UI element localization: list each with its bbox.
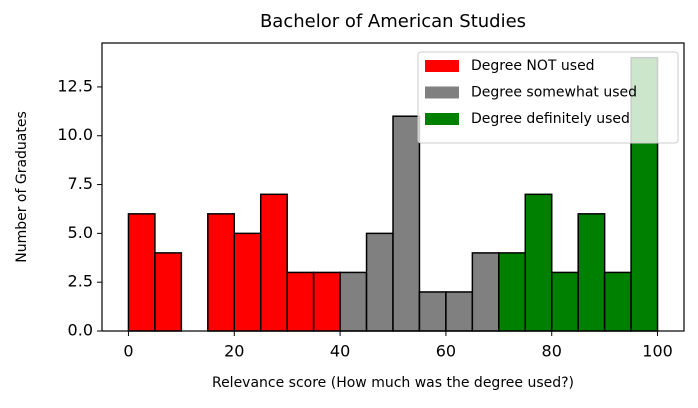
- bar: [471, 252, 500, 332]
- y-axis-label: Number of Graduates: [14, 111, 30, 263]
- x-tick-label: 60: [436, 342, 456, 361]
- plot-frame: [101, 42, 685, 332]
- legend-swatch: [425, 60, 459, 72]
- legend-label: Degree definitely used: [471, 111, 630, 127]
- bar: [339, 271, 368, 332]
- bar: [550, 271, 579, 332]
- y-tick-label: 7.5: [68, 174, 93, 193]
- bar: [577, 213, 606, 332]
- bar: [365, 232, 394, 332]
- x-tick-label: 0: [123, 342, 133, 361]
- x-tick-label: 40: [330, 342, 350, 361]
- bar: [524, 193, 553, 332]
- bar: [498, 252, 527, 332]
- bar: [603, 271, 632, 332]
- bar: [207, 213, 236, 332]
- y-tick-label: 0.0: [68, 321, 93, 340]
- bar: [233, 232, 262, 332]
- bar: [392, 115, 421, 332]
- x-axis-label: Relevance score (How much was the degree…: [212, 375, 574, 391]
- legend-swatch: [425, 86, 459, 99]
- legend-swatch: [425, 113, 459, 125]
- bar: [259, 193, 288, 332]
- bar: [445, 291, 474, 332]
- y-tick-label: 10.0: [57, 125, 93, 144]
- legend-label: Degree somewhat used: [471, 85, 637, 101]
- y-tick-label: 2.5: [68, 272, 93, 291]
- bar: [127, 213, 156, 332]
- bar: [418, 291, 447, 332]
- bar: [312, 271, 341, 332]
- chart-title: Bachelor of American Studies: [260, 11, 526, 32]
- y-tick-label: 5.0: [68, 223, 93, 242]
- y-tick-label: 12.5: [57, 76, 93, 95]
- bar: [154, 252, 183, 332]
- legend-label: Degree NOT used: [471, 58, 595, 74]
- x-tick-label: 80: [542, 342, 562, 361]
- x-tick-label: 100: [642, 342, 673, 361]
- x-tick-label: 20: [224, 342, 244, 361]
- legend-box: [417, 51, 679, 144]
- bar: [286, 271, 315, 332]
